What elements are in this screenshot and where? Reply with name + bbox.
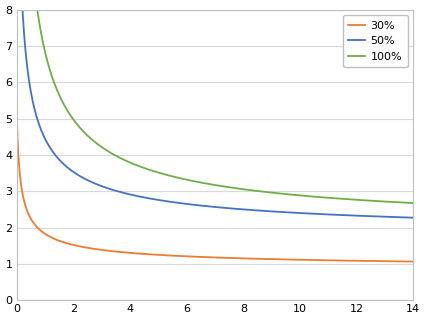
30% xyxy=(184,254,189,258)
30% xyxy=(411,260,416,263)
100% xyxy=(403,201,408,204)
100% xyxy=(411,201,416,205)
100% xyxy=(60,99,65,103)
50% xyxy=(60,161,65,164)
50% xyxy=(403,215,408,219)
100% xyxy=(83,132,88,136)
50% xyxy=(167,200,172,204)
30% xyxy=(403,260,408,263)
Line: 30%: 30% xyxy=(17,118,413,261)
30% xyxy=(360,259,366,263)
Legend: 30%, 50%, 100%: 30%, 50%, 100% xyxy=(343,15,408,67)
100% xyxy=(360,198,366,202)
50% xyxy=(83,177,88,181)
50% xyxy=(360,214,366,218)
30% xyxy=(83,245,88,249)
Line: 100%: 100% xyxy=(17,0,413,203)
30% xyxy=(60,240,65,244)
Line: 50%: 50% xyxy=(17,0,413,218)
100% xyxy=(167,173,172,177)
100% xyxy=(184,178,189,181)
50% xyxy=(184,202,189,206)
30% xyxy=(167,253,172,257)
50% xyxy=(411,216,416,220)
30% xyxy=(14,116,20,120)
